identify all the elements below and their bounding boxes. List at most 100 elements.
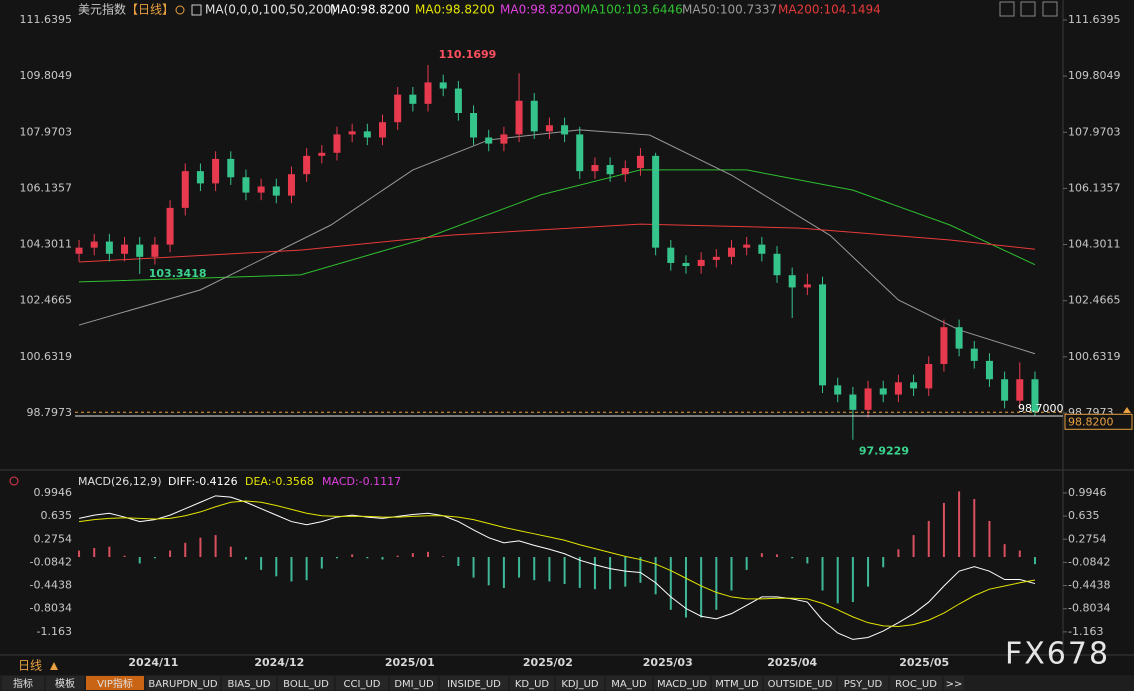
tab-label[interactable]: 模板: [55, 677, 75, 690]
tab[interactable]: [944, 676, 964, 690]
tab[interactable]: [556, 676, 604, 690]
candle-body: [424, 82, 432, 104]
tab[interactable]: [890, 676, 942, 690]
tab-label[interactable]: MACD_UD: [657, 679, 707, 690]
candle-body: [788, 275, 796, 288]
tab[interactable]: [86, 676, 144, 690]
tab[interactable]: [654, 676, 710, 690]
tab-label[interactable]: 指标: [13, 677, 33, 690]
candle-body: [894, 382, 902, 395]
macd-line: [78, 495, 1036, 640]
candle-body: [985, 360, 993, 380]
candle-body: [561, 125, 569, 135]
tab-label[interactable]: DMI_UD: [394, 679, 434, 690]
candle-body: [485, 137, 493, 144]
y-tick-label: 111.6395: [20, 13, 73, 26]
tab-label[interactable]: BIAS_UD: [227, 679, 270, 690]
tab[interactable]: [390, 676, 438, 690]
candle-body: [136, 244, 144, 257]
candle-body: [591, 165, 599, 172]
tab[interactable]: [712, 676, 762, 690]
y-tick-label: -0.0842: [30, 555, 72, 568]
candle-body: [181, 171, 189, 208]
tab[interactable]: [2, 676, 44, 690]
legend-entry: DEA:-0.3568: [245, 475, 314, 488]
y-tick-label: 98.7973: [27, 406, 73, 419]
tab-label[interactable]: MA_UD: [611, 679, 647, 690]
candle-body: [394, 94, 402, 123]
x-tick-label: 2025/03: [643, 656, 693, 669]
candle-body: [879, 388, 887, 395]
candle-body: [727, 247, 735, 257]
indicator: MA(0,0,0,100,50,200): [205, 3, 336, 17]
candle-body: [379, 122, 387, 138]
tab-label[interactable]: OUTSIDE_UD: [768, 679, 833, 690]
y-tick-label: -0.8034: [30, 602, 72, 615]
tab-label[interactable]: INSIDE_UD: [447, 679, 501, 690]
candle-body: [758, 244, 766, 254]
tab[interactable]: [838, 676, 888, 690]
candle-body: [545, 125, 553, 132]
period-label[interactable]: 日线: [18, 659, 42, 673]
tab[interactable]: [606, 676, 652, 690]
candle-body: [166, 207, 174, 245]
tab[interactable]: [336, 676, 388, 690]
y-tick-label: 100.6319: [1068, 350, 1121, 363]
tab[interactable]: [510, 676, 554, 690]
candle-body: [1031, 379, 1039, 413]
y-tick-label: 106.1357: [20, 181, 73, 194]
y-tick-label: 111.6395: [1068, 13, 1121, 26]
candle-body: [348, 131, 356, 135]
tab[interactable]: [278, 676, 334, 690]
settings-button[interactable]: [999, 1, 1015, 17]
tab-label[interactable]: BARUPDN_UD: [148, 679, 217, 690]
tab-label[interactable]: KD_UD: [515, 679, 550, 690]
tab-label[interactable]: PSY_UD: [844, 679, 883, 690]
candle-body: [712, 256, 720, 260]
tab-label[interactable]: >>: [946, 679, 963, 690]
period: 【日线】: [126, 3, 174, 17]
candle-body: [409, 94, 417, 104]
tab[interactable]: [222, 676, 276, 690]
candle-body: [819, 284, 827, 386]
candle-body: [470, 113, 478, 138]
y-tick-label: 107.9703: [1068, 125, 1121, 138]
tab[interactable]: [146, 676, 220, 690]
candle-body: [970, 348, 978, 361]
candle-body: [454, 88, 462, 114]
symbol: 美元指数: [78, 2, 126, 17]
y-tick-label: -0.4438: [30, 579, 72, 592]
tab[interactable]: [440, 676, 508, 690]
tab-label[interactable]: VIP指标: [97, 677, 133, 690]
tab-label[interactable]: MTM_UD: [715, 679, 759, 690]
x-tick-label: 2024/12: [254, 656, 304, 669]
period-arrow[interactable]: [50, 662, 58, 670]
candle-body: [318, 152, 326, 156]
annotation: 110.1699: [439, 48, 497, 61]
icon[interactable]: [175, 5, 185, 15]
tab[interactable]: [46, 676, 84, 690]
candle-body: [667, 247, 675, 263]
macd-line: [78, 500, 1036, 628]
price-box: [1064, 413, 1133, 430]
ma-line: [78, 129, 1036, 355]
candle-body: [925, 363, 933, 389]
candle-body: [621, 168, 629, 175]
candle-body: [196, 171, 204, 184]
legend-entry: MA200:104.1494: [778, 3, 881, 17]
legend-entry: DIFF:-0.4126: [168, 475, 238, 488]
tab-label[interactable]: CCI_UD: [344, 679, 381, 690]
ma-line: [79, 223, 1036, 263]
settings-button[interactable]: [1042, 1, 1058, 17]
annotation: 97.9229: [859, 445, 909, 458]
icon[interactable]: [191, 4, 202, 16]
tab[interactable]: [764, 676, 836, 690]
legend-entry: MA0:98.8200: [415, 3, 495, 17]
y-tick-label: -0.0842: [1068, 555, 1110, 568]
tab-label[interactable]: BOLL_UD: [283, 679, 329, 690]
tab-label[interactable]: ROC_UD: [895, 679, 937, 690]
tab-label[interactable]: KDJ_UD: [561, 679, 599, 690]
settings-button[interactable]: [1020, 1, 1036, 17]
